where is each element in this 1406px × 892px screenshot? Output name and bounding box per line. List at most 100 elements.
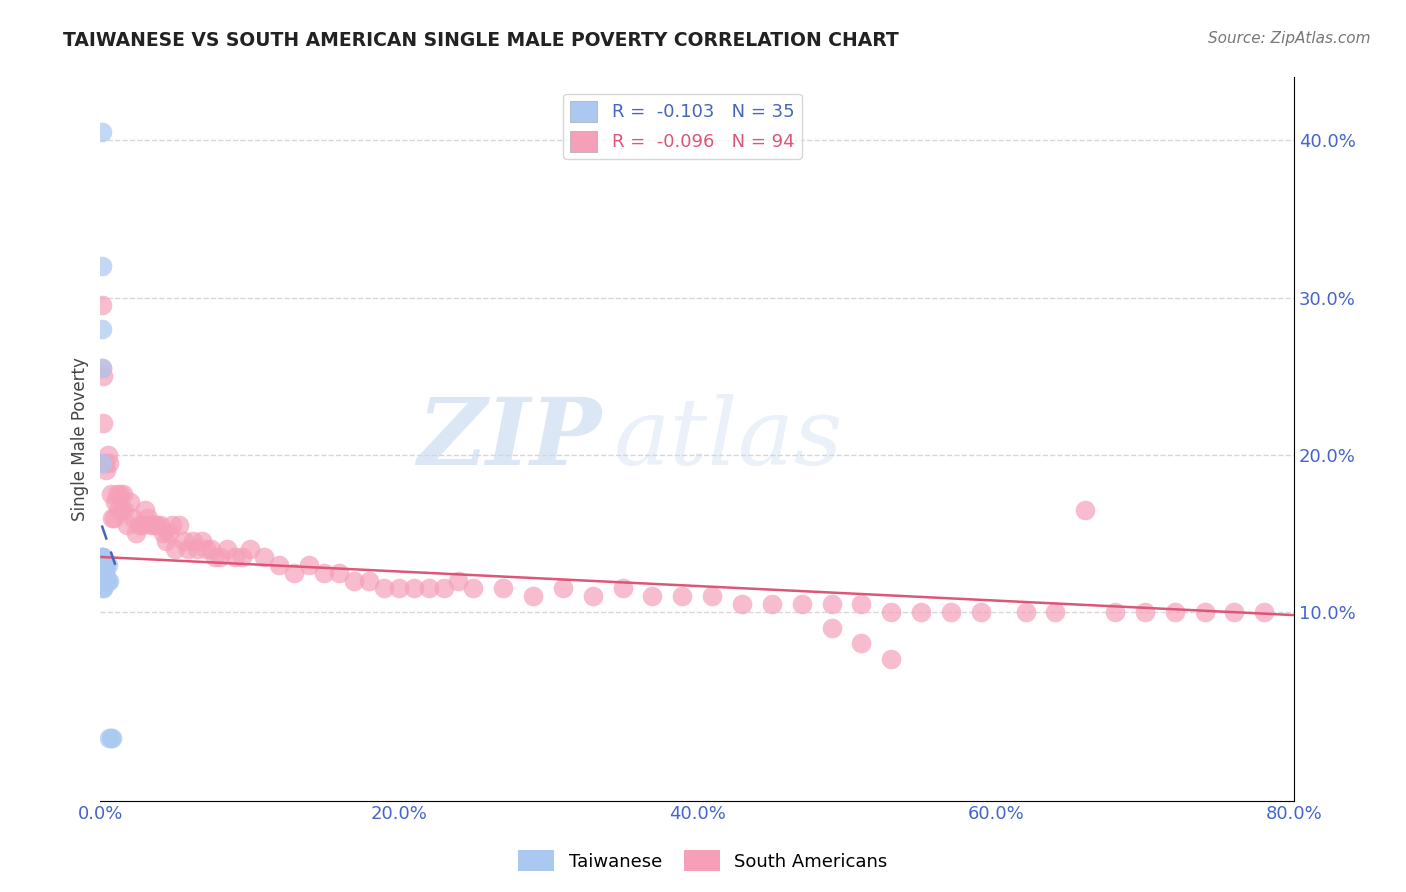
Point <box>851 636 873 650</box>
Point <box>111 487 134 501</box>
Y-axis label: Single Male Poverty: Single Male Poverty <box>72 357 89 521</box>
Point <box>522 589 544 603</box>
Point <box>149 518 172 533</box>
Point <box>97 448 120 462</box>
Text: Source: ZipAtlas.com: Source: ZipAtlas.com <box>1208 31 1371 46</box>
Point <box>200 542 222 557</box>
Point <box>239 542 262 557</box>
Point <box>91 558 114 572</box>
Point <box>90 126 112 140</box>
Text: ZIP: ZIP <box>418 394 602 484</box>
Point <box>204 549 226 564</box>
Point <box>98 456 121 470</box>
Point <box>820 621 842 635</box>
Point <box>90 549 112 564</box>
Point <box>91 558 114 572</box>
Point <box>94 566 117 580</box>
Point <box>283 566 305 580</box>
Point <box>851 597 873 611</box>
Point <box>1164 605 1187 619</box>
Point <box>253 549 276 564</box>
Point <box>94 558 117 572</box>
Point <box>1014 605 1036 619</box>
Point <box>90 549 112 564</box>
Point <box>191 534 214 549</box>
Point <box>731 597 754 611</box>
Point <box>181 534 204 549</box>
Point <box>177 542 200 557</box>
Point <box>91 417 114 431</box>
Point <box>101 510 124 524</box>
Point <box>90 558 112 572</box>
Point <box>128 518 150 533</box>
Point <box>90 322 112 336</box>
Point <box>970 605 993 619</box>
Point <box>418 582 440 596</box>
Point <box>820 597 842 611</box>
Point <box>143 518 166 533</box>
Point <box>1074 502 1097 516</box>
Point <box>641 589 664 603</box>
Point <box>110 502 132 516</box>
Point <box>195 542 218 557</box>
Point <box>169 518 191 533</box>
Point <box>97 574 120 588</box>
Point <box>90 456 112 470</box>
Point <box>582 589 605 603</box>
Point <box>125 526 148 541</box>
Point <box>163 542 186 557</box>
Point <box>1045 605 1067 619</box>
Point <box>492 582 515 596</box>
Point <box>1104 605 1126 619</box>
Point <box>120 495 142 509</box>
Point <box>160 518 183 533</box>
Point <box>100 731 122 745</box>
Point <box>880 605 903 619</box>
Point <box>1253 605 1275 619</box>
Point <box>910 605 932 619</box>
Point <box>1223 605 1246 619</box>
Point <box>100 487 122 501</box>
Point <box>98 731 121 745</box>
Point <box>388 582 411 596</box>
Point <box>173 534 195 549</box>
Point <box>90 566 112 580</box>
Point <box>939 605 962 619</box>
Point <box>98 574 121 588</box>
Point <box>612 582 634 596</box>
Point <box>90 259 112 273</box>
Point <box>231 549 253 564</box>
Point <box>97 558 120 572</box>
Point <box>115 518 138 533</box>
Point <box>139 518 162 533</box>
Point <box>157 526 180 541</box>
Point <box>432 582 454 596</box>
Point <box>152 526 174 541</box>
Point <box>314 566 336 580</box>
Point <box>146 518 169 533</box>
Point <box>90 566 112 580</box>
Point <box>761 597 783 611</box>
Point <box>101 731 124 745</box>
Point <box>104 495 127 509</box>
Point <box>402 582 425 596</box>
Point <box>96 463 118 477</box>
Point <box>91 582 114 596</box>
Point <box>790 597 813 611</box>
Legend: Taiwanese, South Americans: Taiwanese, South Americans <box>512 843 894 879</box>
Point <box>463 582 485 596</box>
Point <box>551 582 574 596</box>
Text: TAIWANESE VS SOUTH AMERICAN SINGLE MALE POVERTY CORRELATION CHART: TAIWANESE VS SOUTH AMERICAN SINGLE MALE … <box>63 31 898 50</box>
Point <box>112 502 135 516</box>
Point <box>94 456 117 470</box>
Point <box>1194 605 1216 619</box>
Point <box>90 558 112 572</box>
Point <box>208 549 231 564</box>
Point <box>224 549 246 564</box>
Text: atlas: atlas <box>613 394 844 484</box>
Point <box>373 582 395 596</box>
Point <box>90 361 112 376</box>
Point <box>269 558 291 572</box>
Point <box>298 558 321 572</box>
Point <box>702 589 724 603</box>
